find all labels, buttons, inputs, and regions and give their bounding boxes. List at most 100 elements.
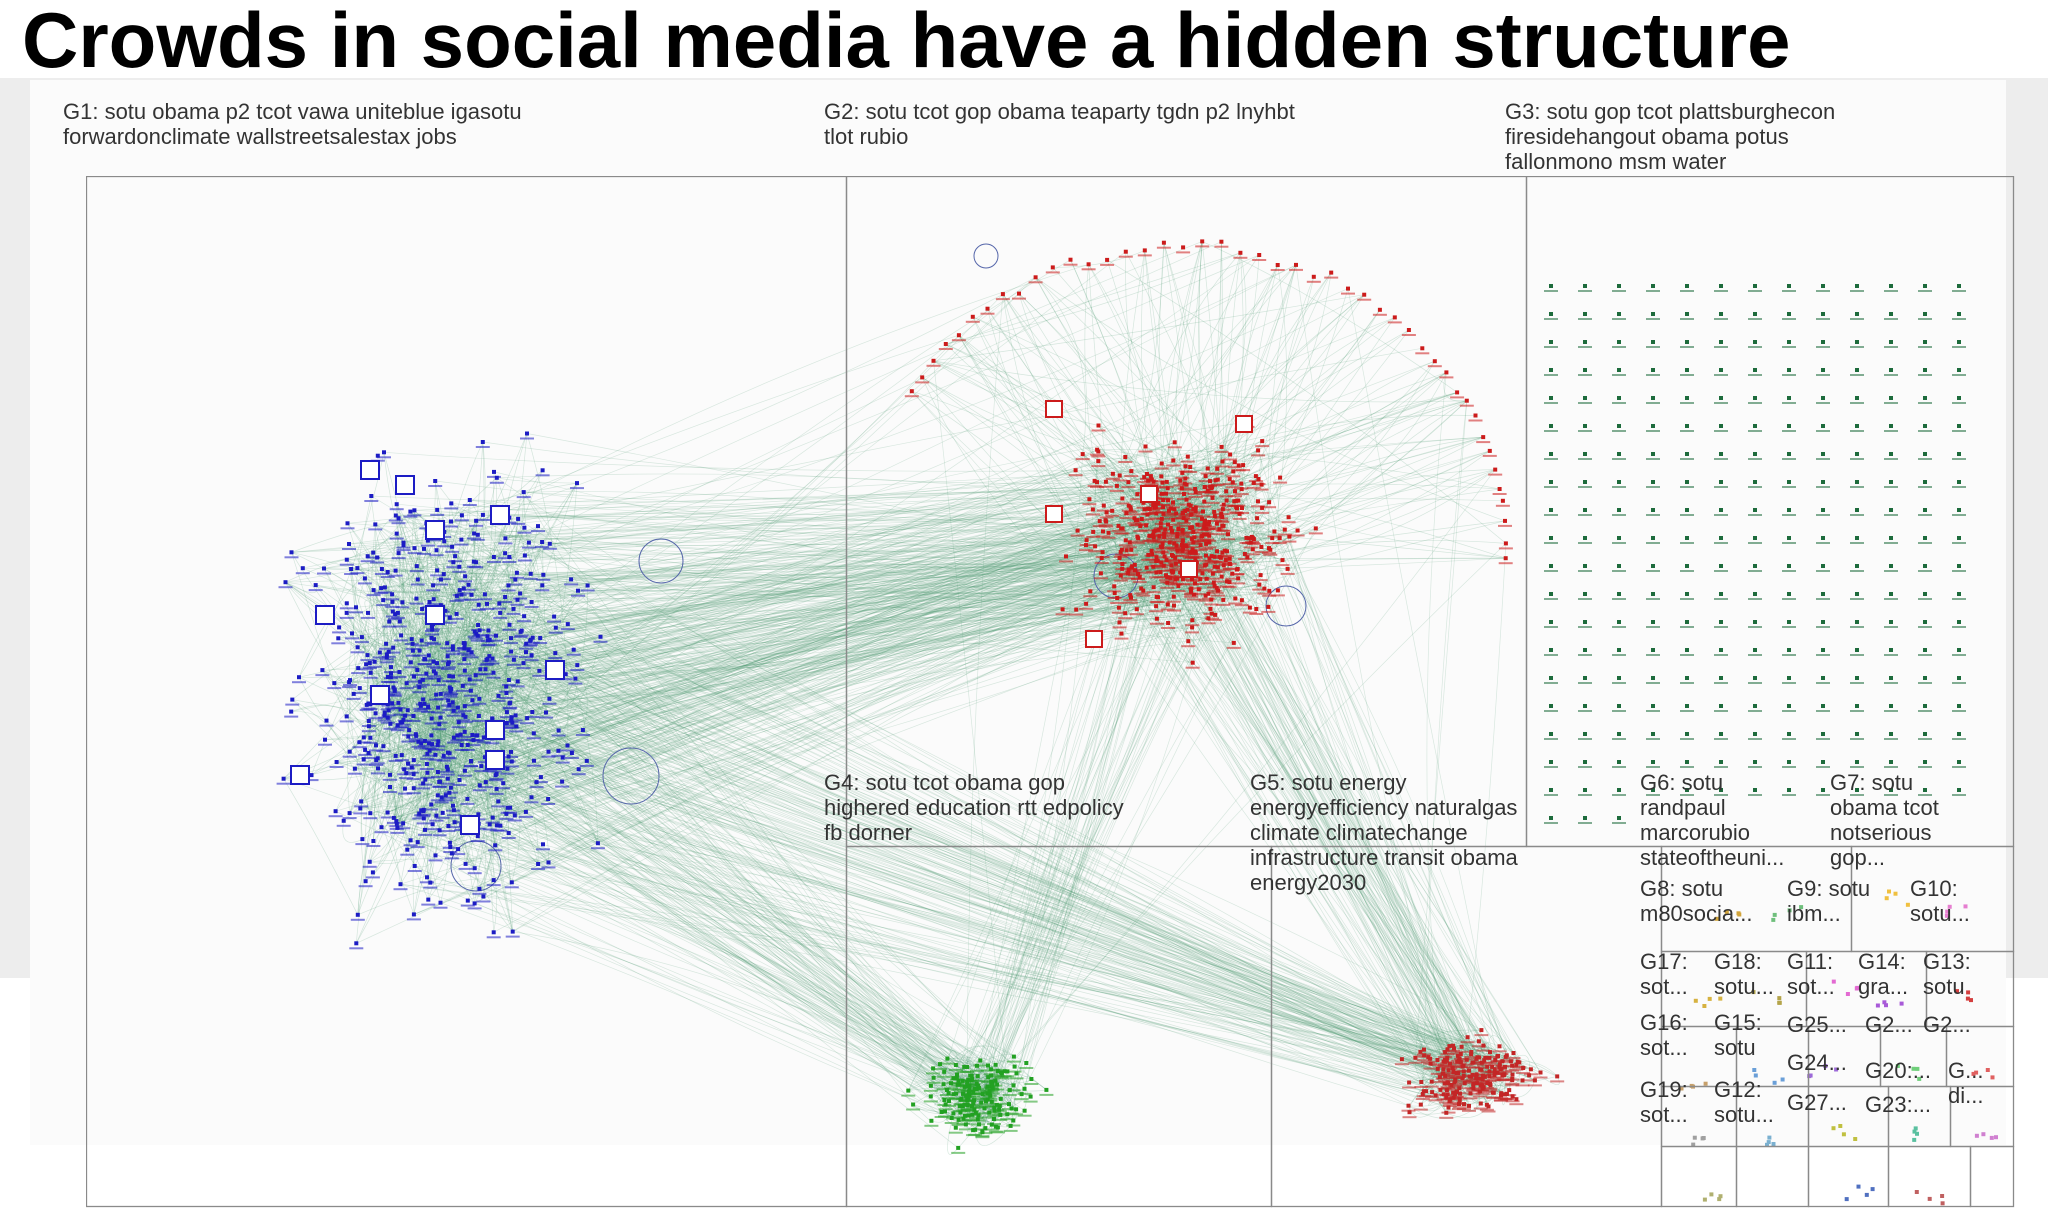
g1-node (443, 793, 448, 798)
edge (495, 686, 527, 813)
g1-node-label (421, 903, 436, 906)
edge (1124, 476, 1145, 551)
g1-node-label (342, 755, 357, 758)
g1-node-label (391, 557, 406, 560)
edge (498, 678, 576, 802)
g2-node (1119, 631, 1124, 636)
g2-node (1219, 239, 1224, 244)
edge (406, 683, 481, 786)
g1-node-label (516, 667, 531, 670)
g1-node (366, 724, 371, 729)
g2-node-label (1124, 601, 1138, 604)
g2-node (1203, 485, 1208, 490)
edge (1216, 507, 1237, 552)
g2-node-label (1151, 507, 1166, 509)
g1-node (490, 716, 495, 721)
g1-node-label (466, 744, 481, 747)
g1-node (401, 717, 406, 722)
g2-node (1212, 583, 1217, 588)
g2-node (1164, 479, 1169, 484)
edge (450, 334, 960, 522)
g2-node-label (1226, 646, 1241, 649)
g1-node-label (450, 739, 465, 742)
edge (346, 571, 389, 814)
g1-node-label (461, 654, 476, 657)
g1-node (422, 546, 426, 551)
g1-node-label (467, 872, 482, 875)
g1-node-label (344, 573, 359, 575)
g1-node-label (416, 787, 431, 790)
g2-node-label (1091, 455, 1106, 458)
g2-node-label (915, 381, 930, 384)
edge (558, 577, 1171, 752)
g1-node-label (328, 815, 343, 818)
edge (386, 656, 507, 815)
g1-node (382, 585, 387, 590)
edge (395, 515, 1209, 619)
edge (381, 583, 568, 625)
g1-node-label (401, 767, 415, 770)
g1-node-label (519, 647, 534, 650)
edge (387, 602, 403, 813)
g2-node (1221, 502, 1226, 507)
g1-node (598, 634, 603, 639)
g1-node (478, 667, 483, 672)
g1-node-label (480, 607, 494, 610)
g1-node-label (339, 607, 354, 610)
g2-node-label (1123, 513, 1138, 516)
g1-node-label (452, 570, 467, 573)
g2-node-label (1246, 486, 1261, 489)
g1-node (394, 502, 399, 507)
edge (355, 700, 389, 944)
g1-node-label (408, 738, 423, 741)
g2-node (1165, 602, 1170, 607)
g1-node (368, 735, 373, 740)
g1-node (491, 555, 496, 559)
g1-node-label (455, 689, 470, 692)
g1-node-label (571, 594, 585, 597)
edge (357, 690, 472, 915)
edge (449, 471, 1234, 754)
edge (510, 487, 1212, 704)
edge (539, 594, 1131, 672)
edge (348, 629, 480, 683)
edge (432, 241, 1203, 586)
edge (400, 696, 424, 742)
g2-node (1120, 562, 1125, 566)
g1-node-label (343, 684, 357, 687)
g1-node-label (532, 674, 547, 677)
g2-node (1135, 492, 1140, 497)
edge (391, 562, 438, 595)
g2-node-label (1110, 602, 1125, 604)
g1-node (482, 592, 487, 597)
g1-node (516, 516, 521, 521)
edge (433, 576, 472, 672)
edge (367, 555, 1212, 601)
edge (322, 669, 486, 783)
g1-node (435, 507, 440, 512)
g1-node (364, 662, 369, 667)
g1-node (403, 786, 407, 791)
g1-node-label (360, 560, 375, 563)
edge (473, 533, 530, 558)
g1-node-label (503, 706, 518, 709)
edge (1085, 534, 1208, 604)
edge (1120, 575, 1144, 602)
g1-node (435, 568, 440, 573)
g2-node (943, 342, 948, 346)
g1-node-label (441, 830, 456, 832)
edge (1223, 534, 1238, 601)
g1-node (521, 661, 526, 666)
g2-node (1172, 440, 1177, 445)
g1-node-label (350, 918, 365, 921)
g1-node (560, 779, 565, 784)
edge (933, 1060, 1015, 1079)
g1-node (503, 551, 508, 556)
edge (977, 1060, 987, 1120)
g2-node (1257, 253, 1262, 257)
g1-node-label (388, 519, 403, 522)
edge (407, 809, 507, 850)
g2-node (1050, 265, 1055, 270)
g1-node (436, 678, 441, 683)
g1-node-label (407, 870, 422, 872)
